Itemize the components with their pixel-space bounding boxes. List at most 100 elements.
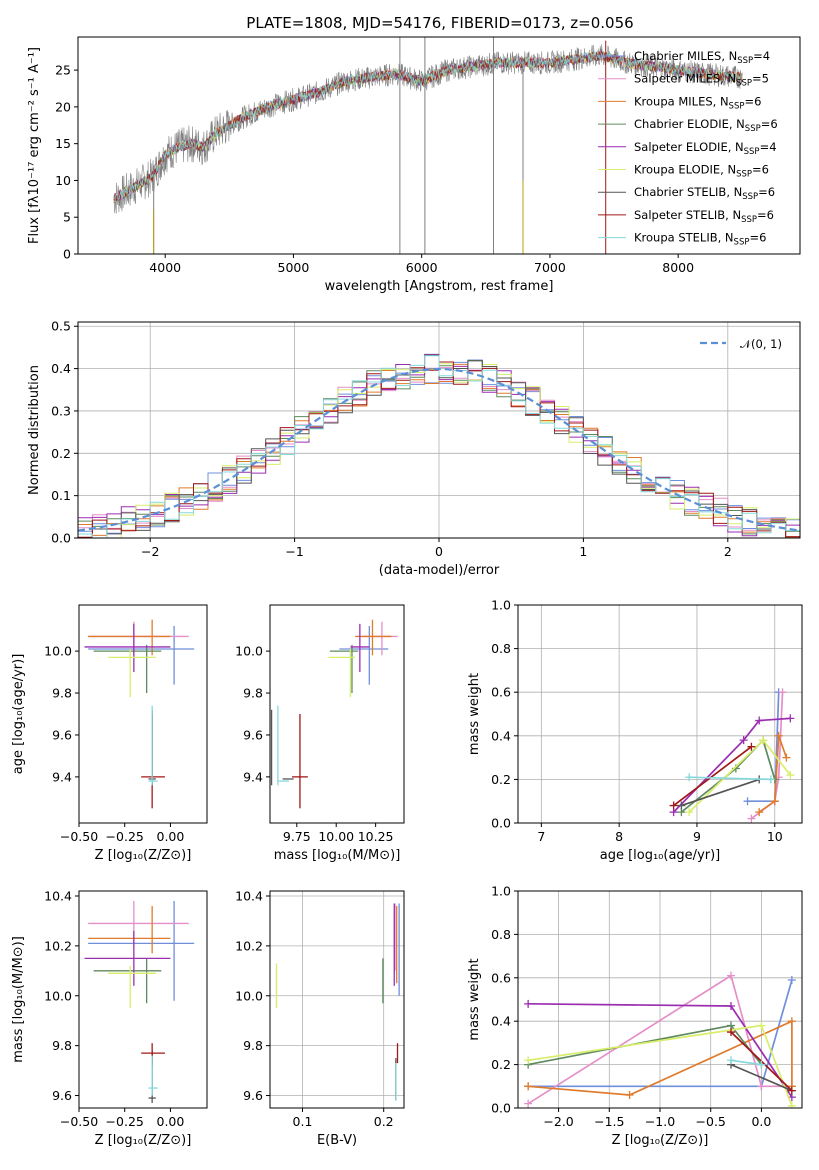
model-spectrum-kroupa_stelib — [113, 51, 743, 204]
legend-label-chabrier_miles: Chabrier MILES, NSSP=4 — [634, 49, 770, 66]
y-axis-label: age [log₁₀(age/yr)] — [11, 654, 26, 775]
weight-line-salpeter_elodie — [672, 717, 791, 813]
x-axis-label: wavelength [Angstrom, rest frame] — [325, 279, 554, 294]
y-axis-label: mass weight — [467, 958, 482, 1040]
y-tick-label: 15 — [55, 136, 71, 151]
x-tick-label: 7 — [537, 829, 545, 844]
axes-frame — [269, 890, 405, 1109]
legend-subscript: SSP — [729, 101, 745, 111]
x-tick-label: 10.25 — [358, 829, 394, 844]
y-tick-label: 10.2 — [44, 938, 72, 953]
x-tick-label: −1.5 — [594, 1114, 624, 1129]
y-tick-label: 10.0 — [235, 988, 263, 1003]
x-tick-label: −0.5 — [696, 1114, 726, 1129]
weight-marker-salpeter_miles — [778, 688, 787, 697]
x-tick-label: 0 — [435, 544, 443, 559]
legend-label-rest: =6 — [744, 94, 761, 108]
x-tick-label: 0.0 — [751, 1114, 771, 1129]
mass-vs-metallicity-panel: −0.50 −0.25 0.00 9.6 9.8 10.0 10.2 10.4 Z [log₁₀… — [11, 888, 208, 1148]
weight-marker-salpeter_stelib — [669, 801, 678, 810]
spectrum-legend: Chabrier MILES, NSSP=4 Salpeter MILES, NS… — [598, 49, 778, 248]
weight-line-chabrier_stelib — [730, 1063, 793, 1092]
y-tick-label: 0.8 — [491, 641, 511, 656]
legend-label-salpeter_elodie: Salpeter ELODIE, NSSP=4 — [634, 140, 777, 157]
weight-line-kroupa_miles — [758, 735, 788, 813]
legend-label-salpeter_miles: Salpeter MILES, NSSP=5 — [634, 72, 769, 89]
model-spectrum-chabrier_stelib — [113, 51, 743, 203]
x-axis-label: (data-model)/error — [379, 563, 500, 578]
x-tick-label: 7000 — [534, 260, 566, 275]
y-tick-label: 0.6 — [491, 970, 511, 985]
x-tick-label: −1.0 — [645, 1114, 675, 1129]
x-tick-label: −0.25 — [106, 1114, 144, 1129]
weight-marker-kroupa_miles — [625, 1090, 634, 1099]
age-vs-metallicity-panel: −0.50 −0.25 0.00 9.4 9.6 9.8 10.0 Z [log₁₀(Z/Z⊙… — [11, 604, 208, 863]
x-axis-label: Z [log₁₀(Z/Z⊙)] — [612, 1133, 709, 1148]
weight-marker-chabrier_miles — [743, 797, 752, 806]
weight-line-kroupa_stelib — [730, 1059, 762, 1066]
x-tick-label: 6000 — [406, 260, 438, 275]
x-tick-label: 0.00 — [157, 829, 185, 844]
spectrum-panel: 4000 5000 6000 7000 8000 0 5 10 15 20 25 wavelength… — [27, 36, 801, 294]
weight-marker-salpeter_elodie — [727, 1002, 735, 1011]
legend-subscript: SSP — [737, 56, 753, 66]
legend-label-gaussian: 𝒩(0, 1) — [740, 337, 782, 351]
x-tick-label: −0.50 — [60, 1114, 98, 1129]
axes-frame — [269, 604, 405, 824]
histogram-step-kroupa_elodie — [78, 363, 800, 538]
legend-subscript: SSP — [736, 79, 752, 89]
legend-label-rest: =6 — [757, 208, 774, 222]
y-tick-label: 0.4 — [51, 361, 71, 376]
y-tick-label: 9.8 — [52, 686, 72, 701]
y-tick-label: 0 — [63, 247, 71, 262]
x-axis-label: age [log₁₀(age/yr)] — [600, 848, 721, 863]
y-tick-label: 0.8 — [491, 927, 511, 942]
weight-marker-salpeter_miles — [757, 1082, 766, 1091]
weight-plot-area — [669, 688, 795, 823]
axes-frame — [517, 604, 803, 824]
weight-line-salpeter_stelib — [673, 746, 752, 807]
legend-subscript: SSP — [745, 124, 761, 134]
weight-marker-kroupa_stelib — [727, 1056, 735, 1065]
weight-marker-kroupa_elodie — [524, 1056, 533, 1065]
errorbar-plot-area — [275, 903, 400, 1101]
legend-label-rest: =5 — [752, 72, 769, 86]
weight-marker-kroupa_elodie — [786, 771, 795, 780]
weight-marker-kroupa_miles — [774, 731, 783, 740]
legend-subscript: SSP — [736, 170, 752, 180]
weight-marker-salpeter_elodie — [524, 999, 533, 1008]
y-tick-label: 9.6 — [52, 727, 72, 742]
x-tick-label: 1 — [579, 544, 587, 559]
y-tick-label: 0.4 — [491, 728, 511, 743]
y-tick-label: 0.2 — [491, 1057, 511, 1072]
y-tick-label: 10.4 — [235, 888, 263, 903]
weight-line-kroupa_stelib — [689, 776, 771, 781]
y-tick-label: 10.0 — [44, 644, 72, 659]
legend-label-kroupa_elodie: Kroupa ELODIE, NSSP=6 — [634, 163, 769, 180]
y-tick-label: 1.0 — [491, 884, 511, 899]
x-tick-label: 8000 — [662, 260, 694, 275]
errorbar-plot-area — [270, 619, 398, 809]
histogram-step-kroupa_stelib — [78, 355, 800, 538]
x-tick-label: 0.2 — [374, 1114, 394, 1129]
y-tick-label: 9.8 — [52, 1038, 72, 1053]
weight-line-kroupa_miles — [528, 1019, 793, 1096]
y-tick-label: 9.6 — [243, 1088, 263, 1103]
y-tick-label: 0.0 — [491, 1101, 511, 1116]
x-axis-label: Z [log₁₀(Z/Z⊙)] — [95, 1133, 192, 1148]
y-tick-label: 10.0 — [235, 644, 263, 659]
y-tick-label: 0.0 — [491, 816, 511, 831]
y-tick-label: 10.0 — [44, 988, 72, 1003]
weight-marker-kroupa_stelib — [685, 773, 694, 782]
weight-marker-salpeter_miles — [727, 971, 735, 980]
x-tick-label: 9 — [693, 829, 701, 844]
y-tick-label: 9.6 — [52, 1088, 72, 1103]
residual-histogram-panel: −2 −1 0 1 2 0.0 0.1 0.2 0.3 0.4 0.5 (data-model)/er… — [27, 319, 801, 578]
figure-title: PLATE=1808, MJD=54176, FIBERID=0173, z=0… — [246, 14, 633, 32]
errorbar-plot-area — [84, 619, 195, 809]
y-tick-label: 20 — [55, 99, 71, 114]
x-tick-label: 5000 — [278, 260, 310, 275]
weight-marker-salpeter_elodie — [786, 714, 795, 723]
x-tick-label: −0.50 — [60, 829, 98, 844]
x-tick-label: 2 — [724, 544, 732, 559]
